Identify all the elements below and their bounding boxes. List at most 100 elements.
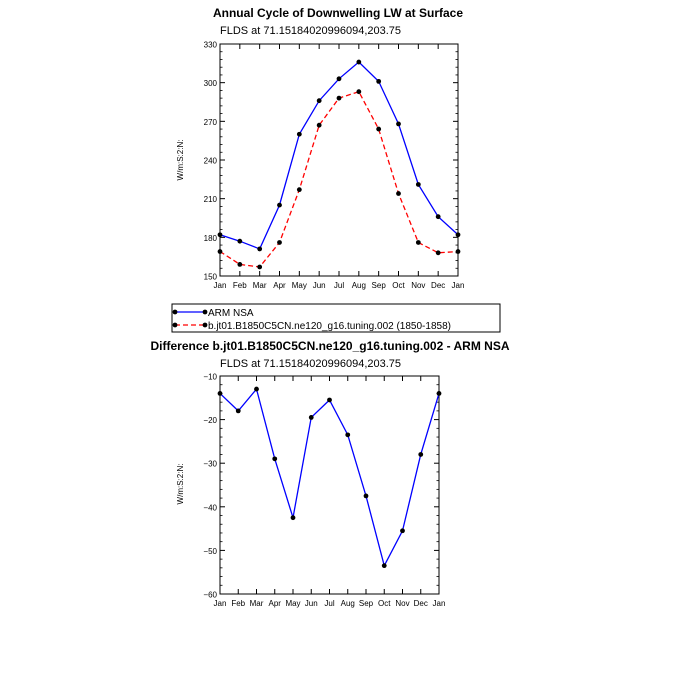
data-point [217,232,223,238]
data-point [336,76,342,82]
y-tick-label: 270 [204,118,218,127]
y-axis-label: W/m:S:2:N: [176,464,185,505]
y-tick-label: 300 [204,79,218,88]
x-tick-label: Jun [313,281,326,290]
data-point [356,59,362,65]
legend-marker-model-end [202,322,208,328]
x-tick-label: Aug [341,599,355,608]
chart-subtitle: FLDS at 71.15184020996094,203.75 [220,25,401,37]
data-point [363,493,369,499]
x-tick-label: Jan [433,599,446,608]
data-point [455,232,461,238]
legend-marker-arm-nsa-end [202,309,208,315]
data-point [277,202,282,208]
x-tick-label: Jun [305,599,318,608]
data-point [415,240,421,245]
data-point [376,78,382,84]
x-tick-label: May [292,281,307,290]
data-point [336,95,342,101]
x-tick-label: Feb [231,599,245,608]
y-axis-label: W/m:S:2:N: [176,140,185,181]
x-tick-label: Sep [359,599,374,608]
y-tick-label: 210 [204,195,218,204]
x-tick-label: Aug [352,281,366,290]
legend-label-arm-nsa: ARM NSA [208,308,254,319]
x-tick-label: Jul [324,599,334,608]
axis-ticks: −60 −50 −40 −30 −20 −10 Jan Feb Mar Apr May Jun Jul A… [203,373,445,609]
x-tick-label: Mar [250,599,264,608]
x-tick-label: Jan [214,599,227,608]
data-point [308,415,314,420]
x-tick-label: May [285,599,300,608]
annual-cycle-panel: Annual Cycle of Downwelling LW at Surfac… [176,6,464,290]
series-layer [217,59,461,270]
data-point [435,214,441,220]
data-point [316,98,322,104]
legend-box [171,303,501,333]
x-tick-label: Oct [392,281,405,290]
axis-ticks: 150 180 210 240 270 300 330 Jan Feb Mar Apr May Jun J… [204,41,465,291]
series-layer [217,386,442,569]
x-tick-label: Feb [233,281,247,290]
data-point [396,191,401,196]
data-point [237,262,243,267]
data-point [345,432,351,438]
chart-subtitle: FLDS at 71.15184020996094,203.75 [220,358,401,370]
y-tick-label: −50 [203,547,217,556]
data-point [254,386,259,392]
x-tick-label: Sep [372,281,387,290]
data-point [356,89,362,95]
legend-marker-arm-nsa [172,309,178,315]
data-point [257,246,263,252]
x-tick-label: Dec [414,599,428,608]
data-point [290,515,296,521]
difference-panel: Difference b.jt01.B1850C5CN.ne120_g16.tu… [151,339,510,608]
y-tick-label: −30 [203,460,217,469]
data-point [435,250,441,256]
data-point [418,452,424,457]
x-tick-label: Nov [395,599,409,608]
x-tick-label: Mar [253,281,267,290]
data-point [277,240,282,245]
chart-title: Difference b.jt01.B1850C5CN.ne120_g16.tu… [151,339,510,353]
x-tick-label: Apr [273,281,286,290]
y-tick-label: 330 [204,41,218,50]
legend: ARM NSA b.jt01.B1850C5CN.ne120_g16.tunin… [171,303,501,333]
data-point [400,528,405,534]
chart-title: Annual Cycle of Downwelling LW at Surfac… [213,6,463,20]
data-point [296,131,302,137]
data-point [217,391,223,396]
y-tick-label: −60 [203,591,217,600]
x-tick-label: Jul [334,281,344,290]
y-tick-label: 180 [204,234,218,243]
y-tick-label: 150 [204,273,218,282]
x-tick-label: Apr [269,599,282,608]
data-point [436,391,442,396]
data-point [455,249,461,254]
data-point [237,238,243,244]
legend-label-model: b.jt01.B1850C5CN.ne120_g16.tuning.002 (1… [208,321,451,332]
data-point [217,249,223,254]
data-point [376,126,382,132]
data-point [415,182,421,187]
y-tick-label: −10 [203,373,217,382]
data-point [257,264,263,270]
x-tick-label: Nov [411,281,425,290]
x-tick-label: Oct [378,599,391,608]
x-tick-label: Dec [431,281,445,290]
x-tick-label: Jan [214,281,227,290]
data-point [327,397,332,403]
x-tick-label: Jan [452,281,465,290]
data-point [381,563,387,569]
legend-marker-model [172,322,178,328]
y-tick-label: −20 [203,416,217,425]
y-tick-label: 240 [204,157,218,166]
data-point [316,122,322,128]
data-point [296,187,302,193]
data-point [396,121,401,127]
data-point [235,408,241,414]
data-point [272,456,278,462]
y-tick-label: −40 [203,503,217,512]
